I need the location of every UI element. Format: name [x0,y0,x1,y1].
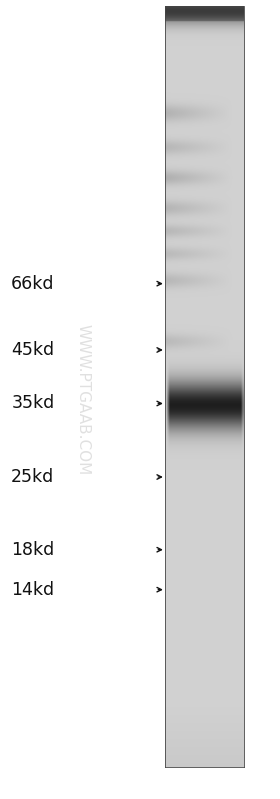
Text: 25kd: 25kd [11,468,54,486]
Text: 66kd: 66kd [11,275,55,292]
Text: 35kd: 35kd [11,395,54,412]
Text: 14kd: 14kd [11,581,54,598]
Text: WWW.PTGAAB.COM: WWW.PTGAAB.COM [75,324,90,475]
Text: 18kd: 18kd [11,541,54,559]
Text: 45kd: 45kd [11,341,54,359]
